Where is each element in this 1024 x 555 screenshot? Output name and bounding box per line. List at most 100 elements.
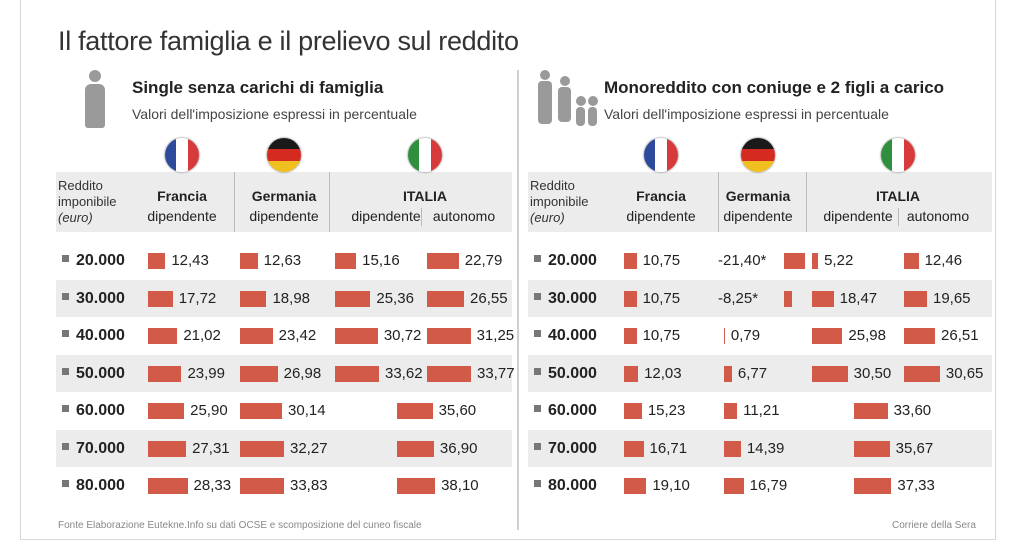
data-label: 26,51 xyxy=(941,327,979,344)
data-label: 19,10 xyxy=(652,477,690,494)
bar-mark xyxy=(240,253,258,269)
row-label: 50.000 xyxy=(62,365,125,383)
table-row: 20.000 12,43 12,63 15,16 22,79 xyxy=(56,242,512,279)
row-income: 30.000 xyxy=(76,289,125,307)
table-row: 80.000 19,10 16,79 37,33 xyxy=(528,467,992,504)
flag-stripe xyxy=(741,160,775,172)
row-label: 60.000 xyxy=(62,402,125,420)
data-label: 33,60 xyxy=(893,402,932,419)
bar-mark xyxy=(148,365,182,382)
row-bullet-icon xyxy=(534,405,541,413)
data-label: 10,75 xyxy=(642,289,681,307)
row-income: 70.000 xyxy=(76,439,125,457)
header-label-line: (euro) xyxy=(58,210,93,225)
family-icon-body xyxy=(576,107,585,126)
data-label: 35,67 xyxy=(895,439,934,457)
row-bullet-icon xyxy=(534,330,541,338)
bar-mark xyxy=(240,478,284,494)
bar-mark xyxy=(724,403,738,419)
flag-stripe xyxy=(881,138,893,172)
row-income: 40.000 xyxy=(548,327,597,344)
row-bullet-icon xyxy=(534,367,541,375)
data-label: 12,46 xyxy=(924,252,963,269)
data-label: 16,71 xyxy=(649,439,688,457)
data-label: 23,42 xyxy=(278,327,317,344)
table-row: 30.000 10,75 -8,25* 18,47 19,65 xyxy=(528,279,992,317)
header-label-line: (euro) xyxy=(530,210,565,225)
panel-single: Single senza carichi di famiglia Valori d… xyxy=(56,70,515,518)
bar-mark xyxy=(624,365,639,382)
table-row: 50.000 12,03 6,77 30,50 30,65 xyxy=(528,354,992,392)
data-label: 25,36 xyxy=(376,289,414,307)
header-separator xyxy=(806,172,807,232)
row-bullet-icon xyxy=(534,480,541,488)
row-label: 40.000 xyxy=(62,327,125,345)
row-bullet-icon xyxy=(62,367,69,375)
data-label: 28,33 xyxy=(193,477,232,494)
row-income: 80.000 xyxy=(76,477,125,494)
column-type: dipendente xyxy=(351,208,421,224)
data-label: 27,31 xyxy=(192,439,230,457)
bar-mark xyxy=(724,478,744,494)
data-label: -8,25* xyxy=(718,289,759,307)
table-row: 60.000 15,23 11,21 33,60 xyxy=(528,392,992,429)
data-label: 5,22 xyxy=(824,252,854,269)
flag-stripe xyxy=(176,138,188,172)
row-bullet-icon xyxy=(62,480,69,488)
data-label: 10,75 xyxy=(642,252,681,269)
flag-germany-icon xyxy=(741,138,775,172)
family-icon-body xyxy=(538,81,552,124)
data-label: 23,99 xyxy=(187,364,225,382)
bar-mark xyxy=(624,440,644,457)
row-income: 80.000 xyxy=(548,477,597,494)
flag-france-icon xyxy=(644,138,678,172)
row-bullet-icon xyxy=(62,292,69,300)
bar-mark xyxy=(812,253,819,269)
data-label: 30,14 xyxy=(288,402,326,419)
column-country: Francia xyxy=(636,188,686,204)
data-label: 15,23 xyxy=(647,402,686,419)
data-label: 15,16 xyxy=(362,252,400,269)
row-income: 40.000 xyxy=(76,327,125,344)
data-label: 36,90 xyxy=(439,439,478,457)
panel-subtitle: Valori dell'imposizione espressi in perc… xyxy=(132,106,417,122)
bar-mark xyxy=(812,290,834,307)
flag-stripe xyxy=(165,138,177,172)
bar-mark xyxy=(427,290,465,307)
row-bullet-icon xyxy=(62,442,69,450)
column-type: autonomo xyxy=(432,208,496,224)
bar-mark xyxy=(812,365,848,382)
flag-stripe xyxy=(903,138,915,172)
row-label: 70.000 xyxy=(62,440,125,458)
bar-mark xyxy=(624,290,637,307)
column-country: Francia xyxy=(157,188,207,204)
bar-mark xyxy=(624,403,642,419)
row-label: 80.000 xyxy=(62,477,125,495)
column-type: autonomo xyxy=(906,208,970,224)
row-income: 50.000 xyxy=(548,364,597,382)
data-label: 33,77 xyxy=(477,364,515,382)
bar-mark xyxy=(854,440,890,457)
data-label: 18,98 xyxy=(272,289,311,307)
credit: Corriere della Sera xyxy=(892,520,976,531)
row-income: 60.000 xyxy=(76,402,125,419)
bar-mark xyxy=(624,253,637,269)
bar-mark xyxy=(427,253,459,269)
bar-mark xyxy=(335,365,379,382)
data-label: 32,27 xyxy=(290,439,328,457)
row-bullet-icon xyxy=(534,255,541,263)
data-label: 37,33 xyxy=(897,477,935,494)
flag-france-icon xyxy=(165,138,199,172)
row-bullet-icon xyxy=(534,442,541,450)
data-label: 30,65 xyxy=(945,364,984,382)
data-label: 12,43 xyxy=(171,252,209,269)
flag-stripe xyxy=(267,138,301,150)
bar-mark xyxy=(397,403,433,419)
data-label: 30,72 xyxy=(383,327,422,344)
person-icon-body xyxy=(85,84,105,128)
row-label: 40.000 xyxy=(534,327,597,345)
flag-stripe xyxy=(666,138,678,172)
bar-mark xyxy=(904,290,927,307)
bar-mark xyxy=(148,253,166,269)
data-label: 17,72 xyxy=(178,289,217,307)
